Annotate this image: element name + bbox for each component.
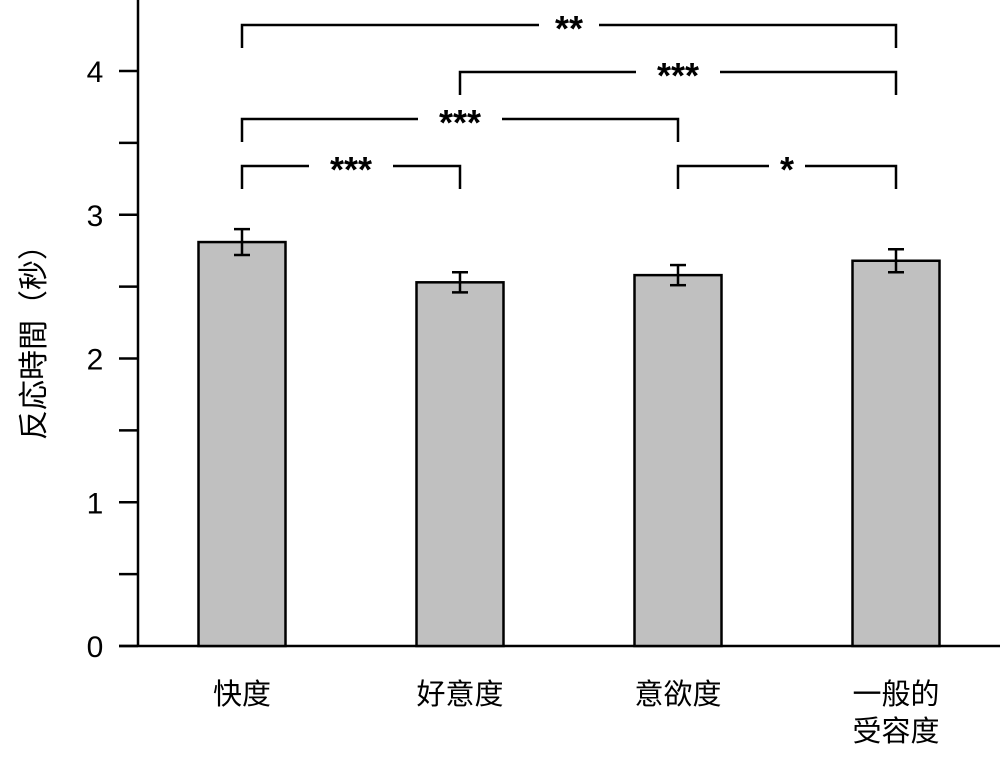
category-label: 一般的 xyxy=(852,677,939,711)
category-label: 好意度 xyxy=(416,677,503,711)
bar xyxy=(415,281,505,648)
significance-bracket xyxy=(676,164,898,189)
bars xyxy=(197,227,941,648)
y-tick-label: 0 xyxy=(87,631,104,664)
significance-bracket xyxy=(458,70,898,95)
significance-bracket xyxy=(240,23,898,48)
bar xyxy=(851,259,941,648)
category-label: 意欲度 xyxy=(634,677,721,711)
y-tick-label: 1 xyxy=(87,487,104,520)
significance-label: ** xyxy=(555,8,583,49)
significance-label: * xyxy=(780,149,794,190)
significance-label: *** xyxy=(330,149,372,190)
significance-bracket xyxy=(240,117,680,142)
significance-label: *** xyxy=(439,102,481,143)
y-tick-label: 2 xyxy=(87,344,104,377)
significance-bracket xyxy=(240,164,462,189)
y-axis-label: 反応時間（秒） xyxy=(17,230,52,440)
bar xyxy=(197,240,287,648)
category-label: 快度 xyxy=(213,677,271,711)
y-tick-label: 3 xyxy=(87,200,104,233)
category-label: 受容度 xyxy=(852,714,939,748)
significance-brackets: *********** * xyxy=(240,8,898,190)
significance-label: *** xyxy=(657,55,699,96)
bar xyxy=(633,273,723,648)
y-tick-label: 4 xyxy=(87,56,104,89)
